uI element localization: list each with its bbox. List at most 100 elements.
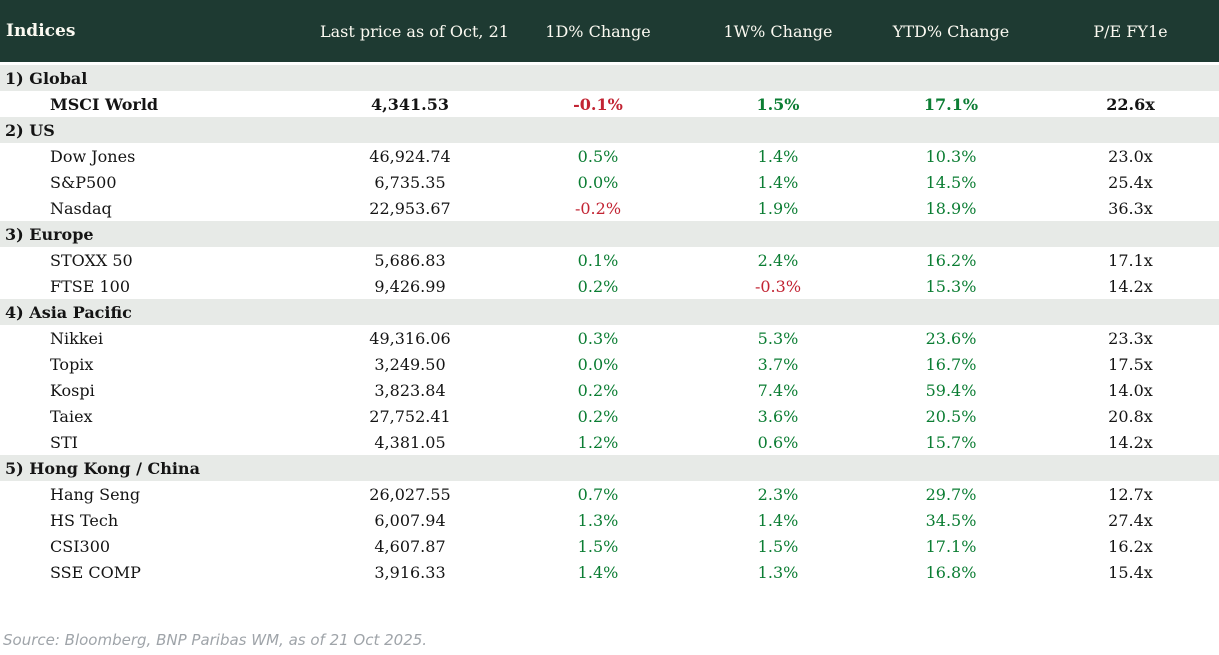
column-header-ytd-change: YTD% Change bbox=[860, 0, 1042, 65]
pe-cell: 14.2x bbox=[1042, 273, 1219, 299]
pe-cell: 17.1x bbox=[1042, 247, 1219, 273]
ytd-change-cell: 59.4% bbox=[860, 377, 1042, 403]
w1-change-cell: 0.6% bbox=[696, 429, 860, 455]
d1-change-cell: 1.4% bbox=[500, 559, 696, 585]
last-price-cell: 22,953.67 bbox=[320, 195, 500, 221]
table-row: MSCI World 4,341.53 -0.1% 1.5% 17.1% 22.6x bbox=[0, 91, 1219, 117]
d1-change-cell: 0.2% bbox=[500, 403, 696, 429]
table-row: CSI300 4,607.87 1.5% 1.5% 17.1% 16.2x bbox=[0, 533, 1219, 559]
d1-change-cell: 0.2% bbox=[500, 377, 696, 403]
ytd-change-cell: 15.7% bbox=[860, 429, 1042, 455]
column-header-indices: Indices bbox=[0, 0, 320, 65]
last-price-cell: 46,924.74 bbox=[320, 143, 500, 169]
d1-change-cell: 0.7% bbox=[500, 481, 696, 507]
index-name-cell: Kospi bbox=[0, 377, 320, 403]
pe-cell: 14.2x bbox=[1042, 429, 1219, 455]
last-price-cell: 49,316.06 bbox=[320, 325, 500, 351]
last-price-cell: 3,249.50 bbox=[320, 351, 500, 377]
ytd-change-cell: 15.3% bbox=[860, 273, 1042, 299]
column-header-pe-fy1e: P/E FY1e bbox=[1042, 0, 1219, 65]
indices-table: Indices Last price as of Oct, 21 1D% Cha… bbox=[0, 0, 1219, 585]
pe-cell: 14.0x bbox=[1042, 377, 1219, 403]
w1-change-cell: 1.4% bbox=[696, 143, 860, 169]
table-row: Kospi 3,823.84 0.2% 7.4% 59.4% 14.0x bbox=[0, 377, 1219, 403]
section-label: 2) US bbox=[0, 117, 1219, 143]
d1-change-cell: 1.2% bbox=[500, 429, 696, 455]
w1-change-cell: 2.4% bbox=[696, 247, 860, 273]
table-row: STOXX 50 5,686.83 0.1% 2.4% 16.2% 17.1x bbox=[0, 247, 1219, 273]
ytd-change-cell: 16.2% bbox=[860, 247, 1042, 273]
d1-change-cell: -0.1% bbox=[500, 91, 696, 117]
section-row: 3) Europe bbox=[0, 221, 1219, 247]
table-row: STI 4,381.05 1.2% 0.6% 15.7% 14.2x bbox=[0, 429, 1219, 455]
ytd-change-cell: 20.5% bbox=[860, 403, 1042, 429]
d1-change-cell: -0.2% bbox=[500, 195, 696, 221]
w1-change-cell: 1.5% bbox=[696, 91, 860, 117]
index-name-cell: Taiex bbox=[0, 403, 320, 429]
table-row: Topix 3,249.50 0.0% 3.7% 16.7% 17.5x bbox=[0, 351, 1219, 377]
pe-cell: 20.8x bbox=[1042, 403, 1219, 429]
table-row: S&P500 6,735.35 0.0% 1.4% 14.5% 25.4x bbox=[0, 169, 1219, 195]
table-header: Indices Last price as of Oct, 21 1D% Cha… bbox=[0, 0, 1219, 65]
section-label: 1) Global bbox=[0, 63, 1219, 91]
index-name-cell: Nasdaq bbox=[0, 195, 320, 221]
last-price-cell: 3,916.33 bbox=[320, 559, 500, 585]
section-row: 1) Global bbox=[0, 63, 1219, 91]
w1-change-cell: 3.7% bbox=[696, 351, 860, 377]
ytd-change-cell: 23.6% bbox=[860, 325, 1042, 351]
d1-change-cell: 0.3% bbox=[500, 325, 696, 351]
pe-cell: 15.4x bbox=[1042, 559, 1219, 585]
column-header-last-price: Last price as of Oct, 21 bbox=[320, 0, 509, 65]
table-row: SSE COMP 3,916.33 1.4% 1.3% 16.8% 15.4x bbox=[0, 559, 1219, 585]
section-row: 2) US bbox=[0, 117, 1219, 143]
section-label: 5) Hong Kong / China bbox=[0, 455, 1219, 481]
w1-change-cell: 2.3% bbox=[696, 481, 860, 507]
last-price-cell: 3,823.84 bbox=[320, 377, 500, 403]
d1-change-cell: 0.0% bbox=[500, 169, 696, 195]
column-header-1w-change: 1W% Change bbox=[696, 0, 860, 65]
d1-change-cell: 0.1% bbox=[500, 247, 696, 273]
table-row: Nikkei 49,316.06 0.3% 5.3% 23.6% 23.3x bbox=[0, 325, 1219, 351]
index-name-cell: SSE COMP bbox=[0, 559, 320, 585]
last-price-cell: 27,752.41 bbox=[320, 403, 500, 429]
index-name-cell: S&P500 bbox=[0, 169, 320, 195]
w1-change-cell: 3.6% bbox=[696, 403, 860, 429]
last-price-cell: 9,426.99 bbox=[320, 273, 500, 299]
pe-cell: 25.4x bbox=[1042, 169, 1219, 195]
pe-cell: 12.7x bbox=[1042, 481, 1219, 507]
last-price-cell: 6,735.35 bbox=[320, 169, 500, 195]
last-price-cell: 4,381.05 bbox=[320, 429, 500, 455]
source-note: Source: Bloomberg, BNP Paribas WM, as of… bbox=[3, 631, 428, 649]
w1-change-cell: 5.3% bbox=[696, 325, 860, 351]
table-body: 1) Global MSCI World 4,341.53 -0.1% 1.5% 17.1… bbox=[0, 63, 1219, 585]
table-row: Taiex 27,752.41 0.2% 3.6% 20.5% 20.8x bbox=[0, 403, 1219, 429]
pe-cell: 16.2x bbox=[1042, 533, 1219, 559]
d1-change-cell: 0.2% bbox=[500, 273, 696, 299]
table-row: Dow Jones 46,924.74 0.5% 1.4% 10.3% 23.0x bbox=[0, 143, 1219, 169]
w1-change-cell: 1.5% bbox=[696, 533, 860, 559]
last-price-cell: 26,027.55 bbox=[320, 481, 500, 507]
w1-change-cell: 1.9% bbox=[696, 195, 860, 221]
d1-change-cell: 0.5% bbox=[500, 143, 696, 169]
index-name-cell: STI bbox=[0, 429, 320, 455]
w1-change-cell: 1.4% bbox=[696, 507, 860, 533]
w1-change-cell: -0.3% bbox=[696, 273, 860, 299]
index-name-cell: MSCI World bbox=[0, 91, 320, 117]
d1-change-cell: 1.5% bbox=[500, 533, 696, 559]
ytd-change-cell: 29.7% bbox=[860, 481, 1042, 507]
last-price-cell: 4,341.53 bbox=[320, 91, 500, 117]
pe-cell: 23.3x bbox=[1042, 325, 1219, 351]
section-row: 5) Hong Kong / China bbox=[0, 455, 1219, 481]
header-row: Indices Last price as of Oct, 21 1D% Cha… bbox=[0, 0, 1219, 65]
index-name-cell: CSI300 bbox=[0, 533, 320, 559]
index-name-cell: Dow Jones bbox=[0, 143, 320, 169]
pe-cell: 23.0x bbox=[1042, 143, 1219, 169]
column-header-1d-change: 1D% Change bbox=[500, 0, 696, 65]
last-price-cell: 6,007.94 bbox=[320, 507, 500, 533]
d1-change-cell: 1.3% bbox=[500, 507, 696, 533]
pe-cell: 27.4x bbox=[1042, 507, 1219, 533]
d1-change-cell: 0.0% bbox=[500, 351, 696, 377]
ytd-change-cell: 16.8% bbox=[860, 559, 1042, 585]
ytd-change-cell: 18.9% bbox=[860, 195, 1042, 221]
